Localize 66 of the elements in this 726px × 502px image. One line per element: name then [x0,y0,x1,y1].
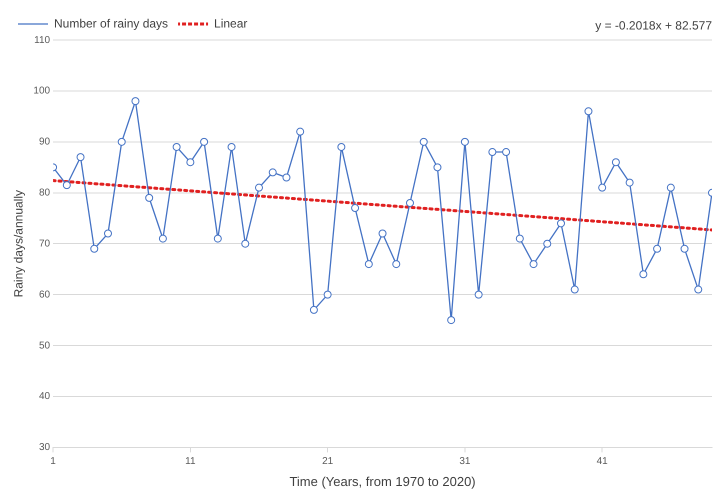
point [172,142,181,151]
point [200,138,208,146]
y-tick-label: 80 [38,188,51,199]
point [460,138,469,146]
point [104,230,112,238]
point [612,158,620,166]
point [694,286,702,294]
y-tick-label: 90 [38,136,51,148]
point [310,306,318,314]
point [228,142,236,151]
point [488,148,496,156]
point [145,194,154,202]
y-axis-title: Rainy days/annually [12,190,26,298]
point [420,138,428,146]
point [324,290,332,299]
x-tick-label: 31 [459,456,471,468]
text: y = -0.2018x + 82.577 [595,18,712,32]
point [282,174,290,182]
point [62,181,71,190]
point [296,128,304,136]
point [378,230,387,238]
point [447,316,456,324]
y-tick-label: 50 [38,340,51,352]
y-tick-label: 40 [38,391,51,402]
x-axis-title: Time (Years, from 1970 to 2020) [289,474,476,489]
point [268,168,277,176]
point [351,204,360,212]
point [584,107,592,116]
point [502,148,510,156]
point [433,163,442,172]
point [254,184,263,192]
y-tick-label: 100 [33,86,51,97]
point [76,153,85,162]
point [666,184,675,192]
point [474,290,483,299]
point [543,240,552,248]
point [653,244,662,253]
x-tick-label: 1 [50,456,56,468]
point [639,270,648,278]
legend-label: Number of rainy days [54,16,168,30]
point [337,142,346,151]
point [214,234,222,243]
point [392,260,400,268]
point [158,234,167,243]
point [530,260,538,268]
point [570,286,579,294]
x-tick-label: 41 [596,456,608,468]
y-tick-label: 110 [34,34,51,46]
point [680,244,689,253]
y-tick-label: 30 [38,442,51,454]
point [241,240,250,248]
x-tick-label: 21 [322,456,334,468]
legend-label: Linear [214,16,248,30]
point [516,234,524,243]
point [598,184,606,192]
point [131,97,140,106]
point [406,198,414,207]
y-tick-label: 70 [38,238,51,250]
point [118,138,126,146]
point [557,219,565,228]
point [90,244,98,253]
y-tick-label: 60 [38,289,51,300]
point [626,178,634,187]
point [364,260,373,268]
point [186,158,194,166]
x-tick-label: 11 [185,456,196,468]
